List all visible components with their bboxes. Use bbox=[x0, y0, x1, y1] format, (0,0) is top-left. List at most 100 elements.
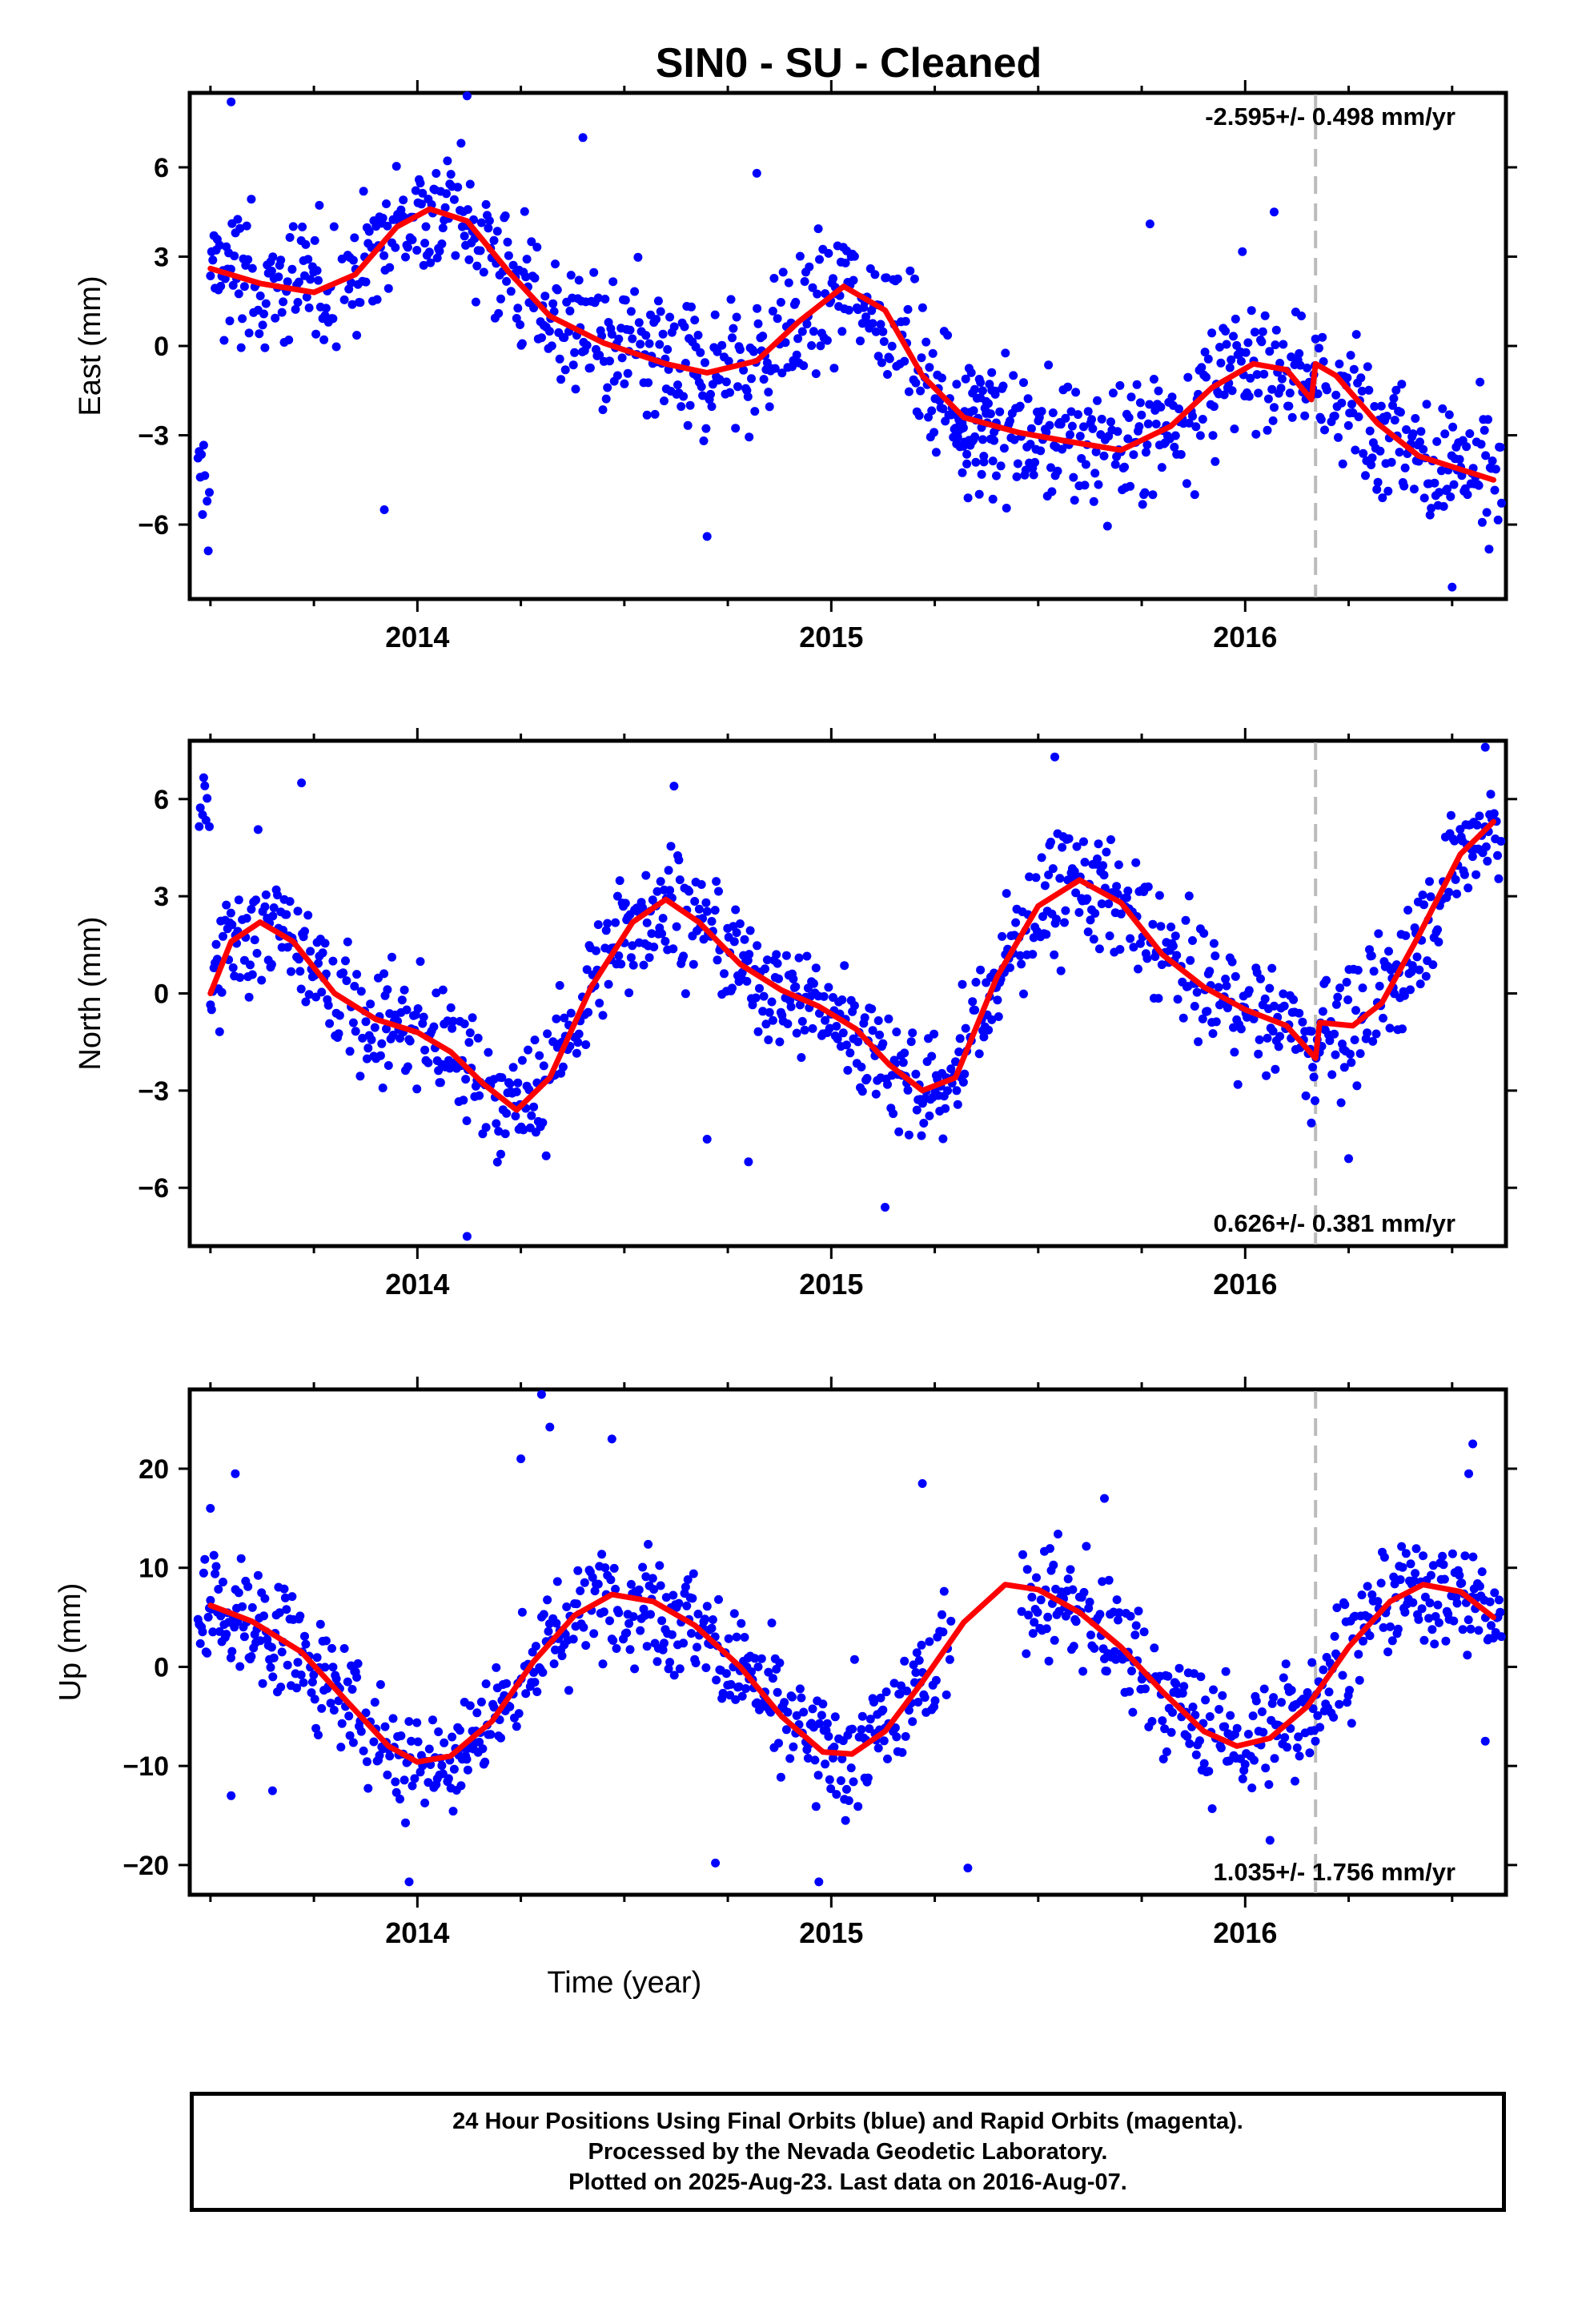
data-point-east bbox=[901, 316, 910, 326]
data-point-north bbox=[593, 920, 603, 930]
data-point-up bbox=[267, 1642, 276, 1652]
data-point-north bbox=[628, 960, 638, 970]
data-point-up bbox=[808, 1704, 817, 1714]
x-tick-label-up: 2015 bbox=[799, 1916, 863, 1949]
data-point-north bbox=[1481, 842, 1491, 851]
data-point-up bbox=[1114, 1608, 1124, 1618]
data-point-north bbox=[273, 891, 282, 900]
data-point-east bbox=[267, 266, 276, 275]
data-point-north bbox=[1046, 838, 1055, 846]
data-point-east bbox=[1061, 413, 1070, 423]
data-point-east bbox=[228, 280, 238, 290]
data-point-east bbox=[513, 304, 523, 313]
data-point-north bbox=[592, 946, 600, 955]
y-tick-label-north: 0 bbox=[154, 979, 169, 1010]
data-point-east bbox=[1354, 412, 1363, 421]
data-point-east bbox=[1176, 450, 1186, 459]
data-point-north bbox=[370, 1023, 379, 1032]
data-point-east bbox=[1356, 373, 1366, 383]
data-point-north bbox=[552, 1014, 561, 1023]
data-point-up bbox=[1189, 1669, 1199, 1679]
data-point-north bbox=[1493, 850, 1502, 860]
data-point-north bbox=[1486, 790, 1496, 799]
data-point-east bbox=[998, 381, 1008, 391]
data-point-east bbox=[1367, 460, 1376, 469]
data-point-up bbox=[1022, 1565, 1032, 1574]
data-point-east bbox=[520, 207, 529, 216]
data-point-east bbox=[1435, 488, 1444, 497]
data-point-east bbox=[1388, 400, 1397, 410]
data-point-east bbox=[571, 384, 580, 394]
data-point-up bbox=[1240, 1759, 1250, 1769]
data-point-up bbox=[1216, 1743, 1226, 1753]
data-point-up bbox=[908, 1717, 917, 1727]
data-point-east bbox=[988, 456, 998, 466]
data-point-north bbox=[582, 965, 592, 975]
data-point-up bbox=[352, 1673, 362, 1682]
data-point-up bbox=[1427, 1625, 1437, 1634]
data-point-north bbox=[1056, 966, 1066, 975]
data-point-east bbox=[1251, 429, 1261, 439]
data-point-up bbox=[732, 1632, 741, 1642]
data-point-east bbox=[713, 347, 722, 356]
data-point-north bbox=[555, 981, 564, 990]
data-point-north bbox=[304, 990, 314, 999]
data-point-east bbox=[1074, 410, 1082, 420]
data-point-east bbox=[1012, 472, 1022, 481]
data-point-north bbox=[884, 1014, 893, 1023]
y-tick-label-east: 0 bbox=[154, 332, 169, 362]
data-point-north bbox=[1104, 899, 1114, 909]
data-point-up bbox=[211, 1562, 221, 1571]
data-point-north bbox=[247, 970, 257, 979]
data-point-north bbox=[953, 1100, 962, 1109]
data-point-east bbox=[1183, 372, 1193, 382]
data-point-up bbox=[1033, 1607, 1042, 1617]
data-point-up bbox=[825, 1775, 834, 1784]
data-point-north bbox=[767, 997, 777, 1007]
data-point-east bbox=[247, 263, 257, 273]
data-point-east bbox=[768, 307, 777, 316]
data-point-east bbox=[568, 360, 578, 370]
data-point-east bbox=[938, 373, 946, 383]
data-point-up bbox=[545, 1422, 555, 1432]
data-point-north bbox=[745, 950, 754, 959]
data-point-east bbox=[620, 379, 629, 388]
y-tick-label-up: −20 bbox=[122, 1851, 169, 1881]
data-point-up bbox=[1411, 1569, 1420, 1578]
data-point-north bbox=[1178, 1013, 1188, 1023]
data-point-east bbox=[1463, 490, 1472, 500]
data-point-east bbox=[291, 304, 300, 314]
data-point-up bbox=[1131, 1621, 1141, 1630]
data-point-north bbox=[892, 1027, 901, 1037]
data-point-east bbox=[978, 435, 987, 444]
data-point-east bbox=[953, 428, 962, 437]
data-point-east bbox=[476, 246, 485, 255]
data-point-east bbox=[687, 302, 696, 312]
data-point-east bbox=[347, 300, 357, 309]
data-point-up bbox=[227, 1791, 236, 1800]
data-point-north bbox=[675, 875, 685, 885]
data-point-north bbox=[535, 1051, 544, 1060]
data-point-north bbox=[1072, 842, 1082, 851]
data-point-east bbox=[311, 329, 321, 339]
data-point-north bbox=[1221, 975, 1231, 983]
data-point-north bbox=[1262, 1071, 1271, 1080]
data-point-north bbox=[412, 1084, 422, 1094]
data-point-north bbox=[1143, 882, 1153, 891]
data-point-east bbox=[1135, 398, 1145, 408]
data-point-east bbox=[1347, 400, 1356, 409]
data-point-east bbox=[517, 339, 527, 348]
data-point-up bbox=[1130, 1630, 1140, 1640]
data-point-north bbox=[661, 936, 670, 946]
data-point-east bbox=[800, 277, 809, 286]
data-point-north bbox=[250, 935, 259, 945]
data-point-east bbox=[1200, 348, 1210, 357]
data-point-up bbox=[702, 1602, 712, 1611]
data-point-east bbox=[1197, 363, 1207, 372]
data-point-north bbox=[1311, 1096, 1319, 1105]
data-point-east bbox=[633, 252, 643, 262]
data-point-up bbox=[826, 1784, 836, 1794]
data-point-east bbox=[1238, 247, 1247, 256]
data-point-up bbox=[1439, 1574, 1449, 1584]
data-point-east bbox=[565, 306, 575, 316]
